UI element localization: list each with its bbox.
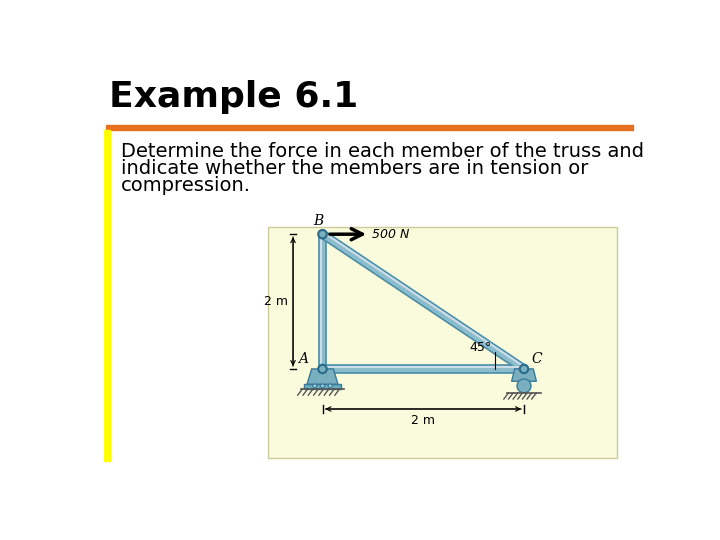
- Bar: [269, 226, 617, 457]
- Polygon shape: [319, 234, 326, 369]
- Polygon shape: [307, 369, 338, 384]
- Circle shape: [312, 384, 317, 388]
- Text: C: C: [532, 352, 542, 366]
- Text: 2 m: 2 m: [411, 414, 436, 427]
- Text: B: B: [313, 214, 324, 228]
- Bar: [106, 125, 632, 130]
- Polygon shape: [512, 369, 536, 381]
- Polygon shape: [323, 365, 524, 373]
- Circle shape: [318, 230, 327, 239]
- Bar: [104, 130, 110, 461]
- Text: Determine the force in each member of the truss and: Determine the force in each member of th…: [121, 142, 644, 161]
- Polygon shape: [320, 231, 526, 372]
- Text: 500 N: 500 N: [372, 228, 410, 241]
- Circle shape: [328, 384, 332, 388]
- Circle shape: [520, 364, 528, 373]
- Text: 2 m: 2 m: [264, 295, 289, 308]
- Bar: [304, 383, 341, 389]
- Circle shape: [320, 384, 325, 388]
- Circle shape: [517, 379, 531, 393]
- Text: indicate whether the members are in tension or: indicate whether the members are in tens…: [121, 159, 588, 178]
- Text: A: A: [299, 352, 309, 366]
- Text: Example 6.1: Example 6.1: [109, 80, 359, 114]
- Circle shape: [318, 364, 327, 373]
- Text: compression.: compression.: [121, 176, 251, 195]
- Text: 45°: 45°: [469, 341, 492, 354]
